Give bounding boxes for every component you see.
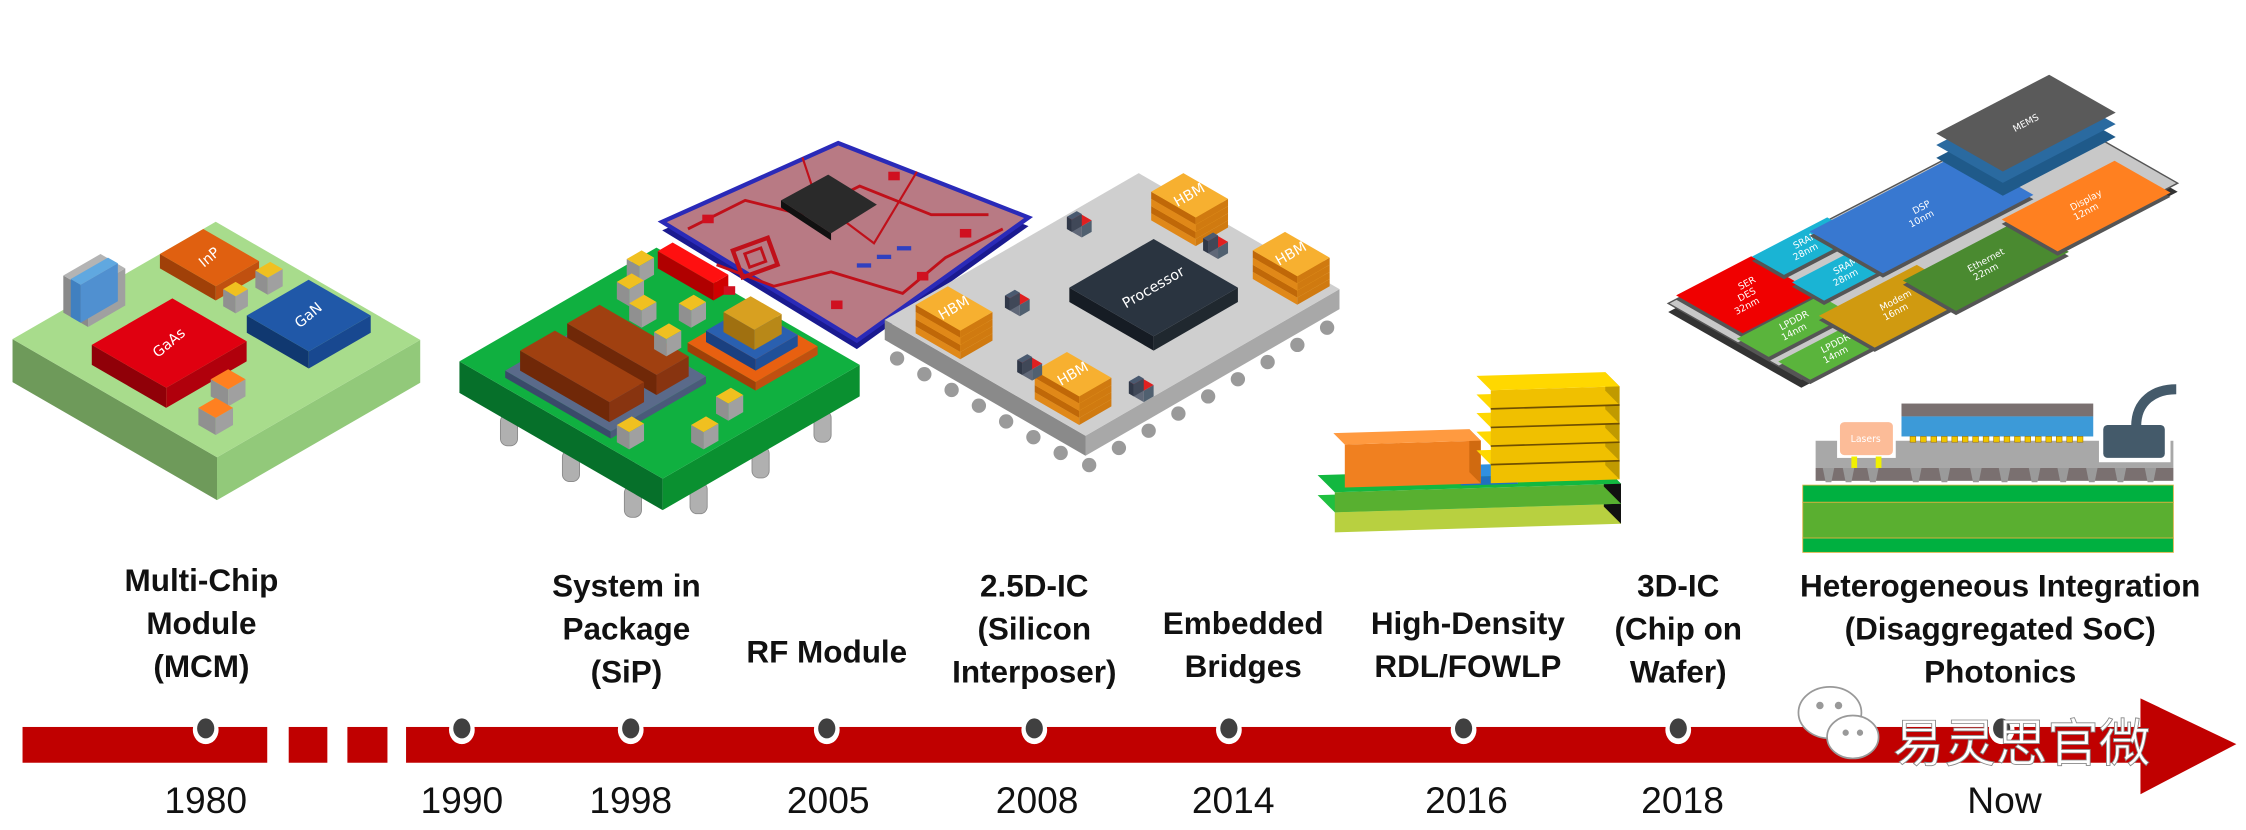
label-sip-3: (SiP) [591, 655, 663, 690]
hbm-layer [1252, 231, 1330, 284]
capacitor [654, 323, 682, 357]
year-label: Now [1967, 779, 2042, 821]
timeline-labels: Multi-Chip Module (MCM) System in Packag… [125, 563, 2201, 690]
label-hi-1: Heterogeneous Integration [1800, 569, 2200, 604]
timeline-arrow [22, 698, 2237, 795]
chip-gan [246, 279, 371, 369]
label-rdl-2: RDL/FOWLP [1374, 649, 1561, 684]
capacitor-end [1128, 375, 1144, 397]
year-label: 2008 [996, 779, 1079, 821]
year-label: 1980 [164, 779, 247, 821]
timeline-dot [448, 715, 475, 745]
timeline-dot [813, 715, 840, 745]
label-3d-2: (Chip on [1614, 612, 1742, 647]
wechat-icon [1797, 686, 1880, 760]
rf-module-illustration [657, 140, 1034, 350]
timeline-dot [1988, 715, 2015, 745]
timeline-dot [1216, 715, 1242, 745]
timeline-dot [1450, 715, 1477, 745]
capacitor-end [1004, 289, 1020, 311]
label-hi-3: Photonics [1924, 655, 2076, 690]
label-mcm-2: Module [146, 606, 256, 641]
timeline-dot [617, 715, 644, 745]
capacitor-band [70, 257, 118, 323]
chip-left [1333, 429, 1481, 488]
capacitor [210, 369, 246, 407]
watermark-text: 易灵思官微 [1893, 714, 2151, 774]
chip-yellow [723, 296, 782, 350]
capacitor [678, 294, 706, 328]
label-mcm-1: Multi-Chip [125, 563, 279, 598]
label-sip-1: System in [552, 569, 701, 604]
capacitor [629, 294, 657, 328]
timeline-dot [1021, 715, 1048, 745]
year-label: 2018 [1641, 779, 1724, 821]
label-25d-1: 2.5D-IC [980, 569, 1088, 604]
photonics-illustration: Lasers [1802, 384, 2177, 553]
capacitor-end [1203, 232, 1219, 254]
label-mcm-3: (MCM) [153, 649, 249, 684]
capacitor [255, 261, 283, 295]
capacitor [691, 416, 719, 450]
sip-illustration [459, 242, 860, 518]
label-rdl-1: High-Density [1371, 606, 1566, 641]
timeline-years: 1980 1990 1998 2005 2008 2014 2016 2018 … [164, 779, 2042, 821]
hbm-layer [1151, 173, 1229, 225]
arrow-head [2140, 698, 2237, 795]
capacitor [716, 387, 744, 421]
label-emb-2: Bridges [1185, 649, 1302, 684]
capacitor-end [1066, 211, 1082, 232]
watermark: 易灵思官微 [1797, 686, 2151, 775]
memory-die [1476, 372, 1620, 409]
chip-mems: MEMS [1936, 74, 2116, 196]
timeline-dot [1665, 715, 1692, 745]
lasers-label: Lasers [1851, 434, 1881, 445]
year-label: 2014 [1192, 779, 1275, 821]
year-label: 1998 [589, 779, 672, 821]
label-3d-3: Wafer) [1630, 655, 1727, 690]
chip-gaas [91, 298, 247, 408]
label-emb-1: Embedded [1163, 606, 1324, 641]
year-label: 2005 [787, 779, 870, 821]
capacitor [223, 281, 248, 314]
label-3d-1: 3D-IC [1637, 569, 1719, 604]
label-rf: RF Module [746, 635, 907, 670]
inductor [520, 330, 645, 423]
hbm-layer [1034, 352, 1112, 404]
hbm-layer [915, 286, 993, 338]
embedded-bridge-illustration [1317, 372, 1621, 533]
timeline-dot [192, 715, 219, 745]
label-sip-2: Package [563, 612, 691, 647]
capacitor-end [1017, 354, 1033, 375]
capacitor [616, 416, 645, 450]
timeline-bar [22, 726, 2144, 763]
label-hi-2: (Disaggregated SoC) [1845, 612, 2156, 647]
label-25d-2: (Silicon [977, 612, 1091, 647]
label-25d-3: Interposer) [952, 655, 1116, 690]
year-label: 2016 [1425, 779, 1508, 821]
capacitor [616, 273, 645, 307]
year-label: 1990 [420, 779, 503, 821]
